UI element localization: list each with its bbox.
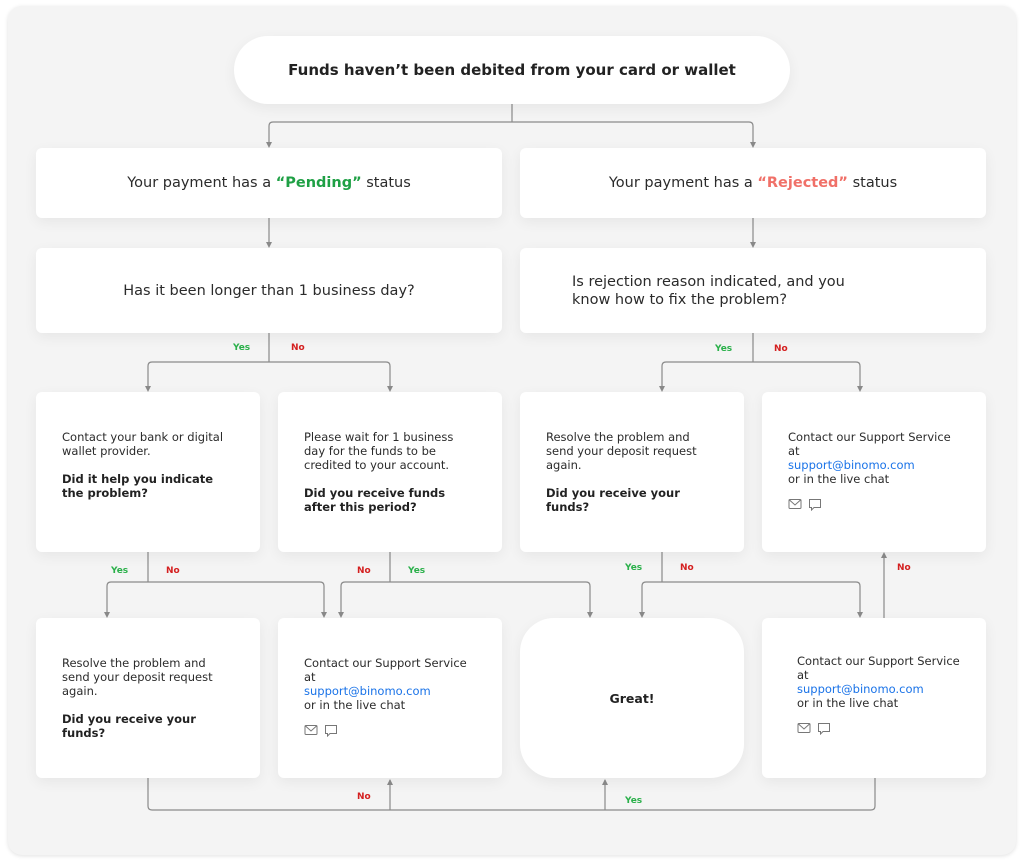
rejected-suffix: status	[847, 175, 898, 191]
card-tail: or in the live chat	[788, 472, 890, 486]
mail-icon[interactable]	[797, 722, 811, 734]
pending-status-node: Your payment has a “Pending” status	[36, 148, 502, 218]
yes-label: Yes	[625, 563, 643, 573]
mail-icon[interactable]	[788, 498, 802, 510]
chat-icon[interactable]	[324, 724, 338, 737]
card-text: Contact our Support Service at	[797, 654, 960, 682]
no-label: No	[774, 344, 788, 354]
connector-wait	[340, 552, 591, 616]
card-resolve-left: Resolve the problem and send your deposi…	[36, 618, 260, 778]
yes-label: Yes	[408, 566, 426, 576]
question-text: Has it been longer than 1 business day?	[123, 282, 415, 299]
card-resolve-right: Resolve the problem and send your deposi…	[520, 392, 744, 552]
card-support-right: Contact our Support Service at support@bi…	[762, 618, 986, 778]
no-label: No	[897, 563, 911, 573]
connector-top	[268, 104, 754, 146]
card-question: Did you receive funds after this period?	[304, 486, 446, 514]
pending-prefix: Your payment has a	[127, 175, 276, 191]
start-title: Funds haven’t been debited from your car…	[288, 61, 736, 79]
pending-badge: “Pending”	[275, 175, 362, 191]
card-support-mid: Contact our Support Service at support@bi…	[278, 618, 502, 778]
yes-label: Yes	[715, 344, 733, 354]
chat-icon[interactable]	[808, 498, 822, 511]
rejected-badge: “Rejected”	[757, 175, 848, 191]
card-text: Contact your bank or digital wallet prov…	[62, 430, 224, 458]
no-label: No	[166, 566, 180, 576]
yes-label: Yes	[111, 566, 129, 576]
card-question: Did it help you indicate the problem?	[62, 472, 214, 500]
no-label: No	[680, 563, 694, 573]
yes-label: Yes	[233, 343, 251, 353]
connector-bottom	[147, 778, 876, 811]
card-wait: Please wait for 1 business day for the f…	[278, 392, 502, 552]
great-node: Great!	[520, 618, 744, 778]
start-node: Funds haven’t been debited from your car…	[234, 36, 790, 104]
rejected-status-node: Your payment has a “Rejected” status	[520, 148, 986, 218]
card-support-top: Contact our Support Service at support@bi…	[762, 392, 986, 552]
chat-icon[interactable]	[817, 722, 831, 735]
no-label: No	[357, 566, 371, 576]
card-question: Did you receive your funds?	[546, 486, 680, 514]
question-text: Is rejection reason indicated, and you k…	[572, 273, 845, 308]
no-label: No	[357, 792, 371, 802]
card-text: Contact our Support Service at	[304, 656, 467, 684]
connector-bank	[106, 552, 325, 616]
no-label: No	[291, 343, 305, 353]
card-text: Resolve the problem and send your deposi…	[62, 656, 213, 698]
card-question: Did you receive your funds?	[62, 712, 196, 740]
great-text: Great!	[609, 690, 655, 706]
support-email-link[interactable]: support@binomo.com	[797, 682, 924, 696]
rejected-prefix: Your payment has a	[608, 175, 758, 191]
question-business-day: Has it been longer than 1 business day?	[36, 248, 502, 333]
card-tail: or in the live chat	[304, 698, 406, 712]
question-rejection-reason: Is rejection reason indicated, and you k…	[520, 248, 986, 333]
mail-icon[interactable]	[304, 724, 318, 736]
connector-q-left	[147, 333, 391, 390]
yes-label: Yes	[625, 796, 643, 806]
card-contact-bank: Contact your bank or digital wallet prov…	[36, 392, 260, 552]
connector-resolve-right	[641, 552, 861, 616]
connector-q-right	[661, 333, 861, 390]
card-text: Resolve the problem and send your deposi…	[546, 430, 697, 472]
card-text: Contact our Support Service at	[788, 430, 951, 458]
pending-suffix: status	[361, 175, 411, 191]
support-email-link[interactable]: support@binomo.com	[304, 684, 431, 698]
card-tail: or in the live chat	[797, 696, 899, 710]
card-text: Please wait for 1 business day for the f…	[304, 430, 454, 472]
support-email-link[interactable]: support@binomo.com	[788, 458, 915, 472]
